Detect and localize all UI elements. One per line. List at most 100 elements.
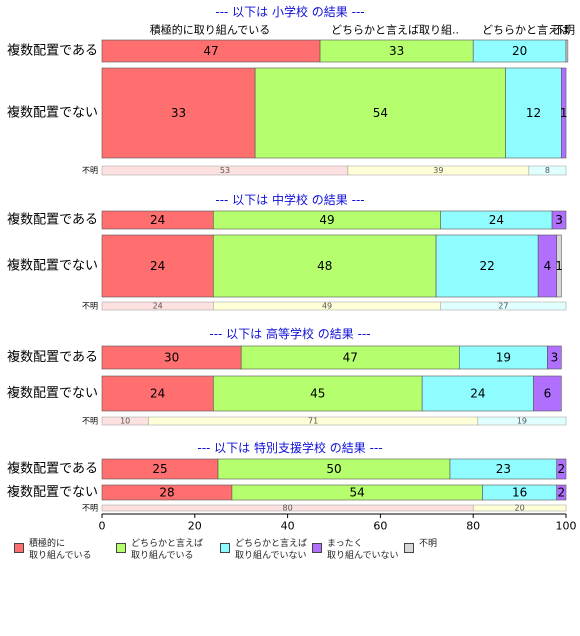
row-label-1-2: 複数配置でない bbox=[7, 105, 98, 121]
bar-segment-2-1-4 bbox=[551, 210, 567, 230]
unknown-label-2-1: 24 bbox=[153, 302, 163, 311]
unknown-label-3-2: 71 bbox=[308, 417, 318, 426]
column-header-2: どちらかと言えば取り組.. bbox=[331, 24, 459, 37]
unknown-label-1-2: 39 bbox=[433, 166, 443, 175]
legend-swatch-2 bbox=[116, 543, 126, 553]
unknown-label-1-3: 8 bbox=[545, 166, 550, 175]
unknown-label-3-1: 10 bbox=[120, 417, 130, 426]
bar-label-4-1-3: 23 bbox=[496, 462, 511, 476]
bar-label-3-2-2: 45 bbox=[310, 387, 325, 401]
legend-label-4: まったく 取り組んでいない bbox=[327, 539, 399, 561]
row-label-2-1: 複数配置である bbox=[7, 212, 98, 228]
column-header-3: どちらかと言えば bbox=[482, 24, 570, 37]
bar-label-4-1-1: 25 bbox=[152, 462, 167, 476]
bar-label-4-2-2: 54 bbox=[350, 486, 365, 500]
unknown-segment-2-3 bbox=[440, 301, 567, 311]
bar-label-2-2-1: 24 bbox=[150, 259, 165, 273]
legend-label-2: どちらかと言えば 取り組んでいる bbox=[131, 539, 204, 561]
bar-label-1-2-1: 33 bbox=[171, 106, 186, 120]
x-tick-label-2: 20 bbox=[188, 520, 202, 531]
unknown-segment-1-3 bbox=[528, 165, 567, 176]
bar-segment-3-2-1 bbox=[101, 375, 214, 412]
unknown-label-1-1: 53 bbox=[220, 166, 230, 175]
bar-segment-2-2-2 bbox=[213, 234, 437, 298]
bar-segment-3-2-4 bbox=[533, 375, 562, 412]
bar-segment-1-2-4 bbox=[561, 67, 567, 159]
bar-label-4-2-1: 28 bbox=[159, 486, 174, 500]
unknown-row-label-1: 不明 bbox=[82, 166, 98, 175]
bar-segment-4-1-4 bbox=[556, 458, 567, 480]
unknown-row-label-3: 不明 bbox=[82, 417, 98, 426]
legend: 積極的に 取り組んでいる どちらかと言えば 取り組んでいる どちらかと言えば 取り組… bbox=[14, 538, 574, 564]
bar-label-1-1-1: 47 bbox=[203, 44, 218, 58]
legend-label-5: 不明 bbox=[419, 539, 438, 549]
legend-item-4: まったく 取り組んでいない bbox=[312, 538, 399, 562]
bar-label-4-2-3: 16 bbox=[512, 486, 527, 500]
legend-label-1: 積極的に 取り組んでいる bbox=[29, 539, 92, 561]
legend-swatch-3 bbox=[220, 543, 230, 553]
x-tick-label-4: 60 bbox=[373, 520, 387, 531]
legend-item-5: 不明 bbox=[404, 538, 437, 553]
unknown-segment-3-3 bbox=[477, 416, 567, 426]
panel-title-1: --- 以下は 小学校 の結果 --- bbox=[215, 4, 364, 19]
bar-label-2-1-1: 24 bbox=[150, 213, 165, 227]
bar-label-3-2-3: 24 bbox=[470, 387, 485, 401]
bar-segment-3-1-4 bbox=[547, 345, 562, 370]
x-tick-label-6: 100 bbox=[556, 520, 577, 531]
bar-label-4-2-4: 2 bbox=[558, 486, 566, 500]
unknown-row-label-2: 不明 bbox=[82, 302, 98, 311]
x-tick-label-1: 0 bbox=[99, 520, 106, 531]
bar-segment-3-2-2 bbox=[213, 375, 423, 412]
bar-segment-2-2-1 bbox=[101, 234, 214, 298]
bar-segment-3-2-3 bbox=[421, 375, 534, 412]
bar-segment-2-2-5 bbox=[556, 234, 562, 298]
unknown-row-label-4: 不明 bbox=[82, 504, 98, 513]
legend-swatch-5 bbox=[404, 543, 414, 553]
bar-label-2-2-5: 1 bbox=[555, 259, 563, 273]
bar-label-2-1-3: 24 bbox=[489, 213, 504, 227]
legend-item-3: どちらかと言えば 取り組んでいない bbox=[220, 538, 307, 562]
legend-item-1: 積極的に 取り組んでいる bbox=[14, 538, 92, 562]
column-header-1: 積極的に取り組んでいる bbox=[150, 23, 270, 37]
row-label-4-2: 複数配置でない bbox=[7, 484, 98, 500]
bar-label-2-2-3: 22 bbox=[479, 259, 494, 273]
x-tick-label-3: 40 bbox=[281, 520, 295, 531]
row-label-1-1: 複数配置である bbox=[7, 43, 98, 59]
bar-label-2-1-4: 3 bbox=[555, 213, 563, 227]
row-label-4-1: 複数配置である bbox=[7, 461, 98, 477]
row-label-3-2: 複数配置でない bbox=[7, 385, 98, 401]
panel-title-3: --- 以下は 高等学校 の結果 --- bbox=[209, 326, 370, 341]
legend-item-2: どちらかと言えば 取り組んでいる bbox=[116, 538, 203, 562]
bar-label-3-2-1: 24 bbox=[150, 387, 165, 401]
bar-segment-1-1-5 bbox=[565, 39, 569, 63]
bar-segment-2-2-3 bbox=[435, 234, 539, 298]
unknown-label-4-1: 80 bbox=[283, 504, 293, 513]
row-label-3-1: 複数配置である bbox=[7, 349, 98, 365]
bar-label-4-1-2: 50 bbox=[326, 462, 341, 476]
bar-segment-1-2-1 bbox=[101, 67, 256, 159]
bar-label-1-2-2: 54 bbox=[373, 106, 388, 120]
bar-label-3-1-4: 3 bbox=[551, 351, 559, 365]
bar-label-2-1-2: 49 bbox=[319, 213, 334, 227]
bar-segment-4-2-4 bbox=[556, 484, 567, 501]
bar-label-2-2-4: 4 bbox=[544, 259, 552, 273]
unknown-label-4-2: 20 bbox=[515, 504, 525, 513]
column-header-4: 不明 bbox=[553, 24, 575, 37]
bar-label-3-2-4: 6 bbox=[544, 387, 552, 401]
legend-swatch-4 bbox=[312, 543, 322, 553]
bar-label-2-2-2: 48 bbox=[317, 259, 332, 273]
legend-swatch-1 bbox=[14, 543, 24, 553]
unknown-segment-4-2 bbox=[472, 504, 567, 512]
bar-label-3-1-2: 47 bbox=[343, 351, 358, 365]
unknown-label-3-3: 19 bbox=[517, 417, 527, 426]
x-tick-label-5: 80 bbox=[466, 520, 480, 531]
bar-label-1-2-3: 12 bbox=[526, 106, 541, 120]
bar-label-4-1-4: 2 bbox=[558, 462, 566, 476]
bar-label-1-2-4: 1 bbox=[560, 106, 568, 120]
bar-segment-1-2-2 bbox=[254, 67, 506, 159]
bar-label-1-1-2: 33 bbox=[389, 44, 404, 58]
legend-label-3: どちらかと言えば 取り組んでいない bbox=[235, 539, 308, 561]
bar-label-1-1-3: 20 bbox=[512, 44, 527, 58]
